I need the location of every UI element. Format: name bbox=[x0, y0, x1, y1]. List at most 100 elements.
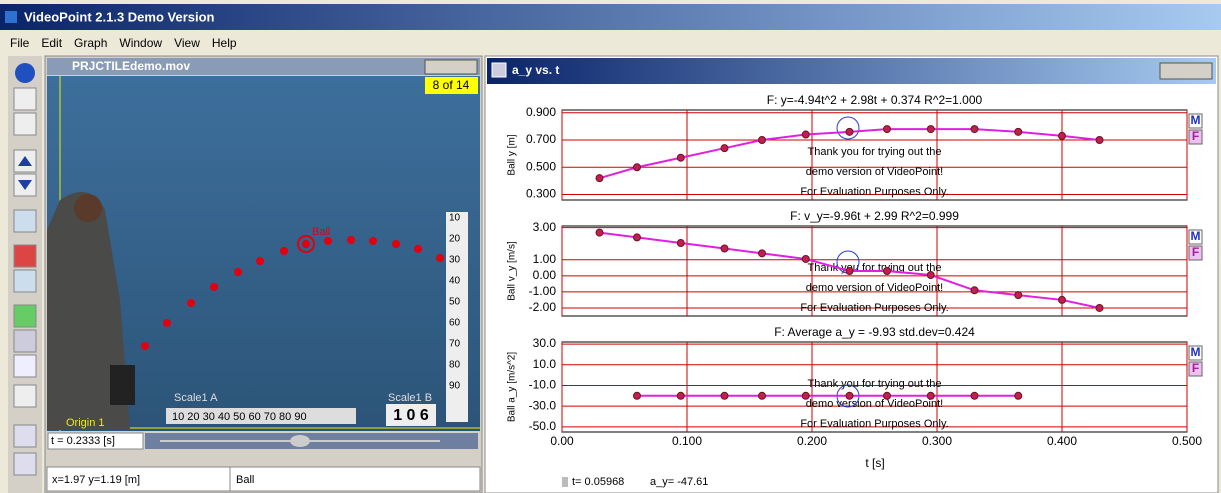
watermark: Thank you for trying out the bbox=[808, 146, 942, 158]
scale-label: 90 bbox=[449, 381, 461, 392]
graph-title-bar bbox=[487, 58, 1216, 84]
ball-dot bbox=[369, 237, 377, 245]
data-point[interactable] bbox=[677, 392, 684, 399]
y-axis-label: Ball v_y [m/s] bbox=[507, 241, 518, 301]
data-point[interactable] bbox=[596, 229, 603, 236]
data-point[interactable] bbox=[759, 250, 766, 257]
ball-dot bbox=[141, 342, 149, 350]
tool-button[interactable] bbox=[14, 88, 36, 110]
y-tick-label: 0.300 bbox=[526, 187, 556, 201]
tool-button[interactable] bbox=[14, 385, 36, 407]
data-point[interactable] bbox=[1096, 137, 1103, 144]
screen: VideoPoint 2.1.3 Demo Version FileEditGr… bbox=[0, 0, 1221, 493]
tool-button[interactable] bbox=[14, 425, 36, 447]
y-tick-label: 10.0 bbox=[533, 357, 557, 371]
y-tick-label: -1.00 bbox=[529, 284, 557, 298]
window-controls[interactable] bbox=[1160, 63, 1212, 79]
plot-button-label: F bbox=[1192, 245, 1199, 259]
tool-button[interactable] bbox=[15, 63, 35, 83]
window-controls[interactable] bbox=[425, 60, 477, 74]
data-point[interactable] bbox=[884, 268, 891, 275]
data-point[interactable] bbox=[634, 164, 641, 171]
plot-button-label: M bbox=[1191, 113, 1201, 127]
tool-button[interactable] bbox=[14, 245, 36, 267]
y-tick-label: 0.900 bbox=[526, 105, 556, 119]
data-point[interactable] bbox=[927, 272, 934, 279]
data-point[interactable] bbox=[971, 126, 978, 133]
data-point[interactable] bbox=[802, 131, 809, 138]
data-point[interactable] bbox=[721, 145, 728, 152]
tool-button[interactable] bbox=[14, 270, 36, 292]
watermark: For Evaluation Purposes Only. bbox=[800, 186, 948, 198]
data-point[interactable] bbox=[884, 126, 891, 133]
tool-button[interactable] bbox=[14, 453, 36, 475]
scale-label: 70 bbox=[449, 339, 461, 350]
watermark: demo version of VideoPoint! bbox=[806, 398, 943, 410]
ball-dot bbox=[163, 319, 171, 327]
data-point[interactable] bbox=[721, 245, 728, 252]
data-point[interactable] bbox=[596, 175, 603, 182]
data-point[interactable] bbox=[802, 392, 809, 399]
data-point[interactable] bbox=[634, 234, 641, 241]
fit-label: F: v_y=-9.96t + 2.99 R^2=0.999 bbox=[790, 209, 959, 223]
tool-button[interactable] bbox=[14, 113, 36, 135]
data-point[interactable] bbox=[846, 128, 853, 135]
data-point[interactable] bbox=[759, 137, 766, 144]
plot-button-label: F bbox=[1192, 129, 1199, 143]
scale-reading: 1 0 6 bbox=[393, 407, 429, 424]
menu-item[interactable]: Edit bbox=[41, 36, 62, 50]
data-point[interactable] bbox=[1015, 392, 1022, 399]
scale-a-label: Scale1 A bbox=[174, 392, 218, 404]
data-point[interactable] bbox=[1096, 304, 1103, 311]
y-axis-label: Ball a_y [m/s^2] bbox=[507, 352, 518, 422]
status-value: a_y= -47.61 bbox=[650, 476, 708, 488]
data-point[interactable] bbox=[721, 392, 728, 399]
menu-item[interactable]: Help bbox=[212, 36, 237, 50]
ball-dot bbox=[392, 240, 400, 248]
y-axis-label: Ball y [m] bbox=[507, 134, 518, 175]
status-position: x=1.97 y=1.19 [m] bbox=[52, 474, 140, 486]
data-point[interactable] bbox=[802, 255, 809, 262]
status-icon bbox=[562, 477, 568, 487]
menu-item[interactable]: View bbox=[174, 36, 200, 50]
watermark: Thank you for trying out the bbox=[808, 262, 942, 274]
data-point[interactable] bbox=[677, 154, 684, 161]
data-point[interactable] bbox=[677, 240, 684, 247]
fit-label: F: Average a_y = -9.93 std.dev=0.424 bbox=[774, 325, 975, 339]
tool-button[interactable] bbox=[14, 210, 36, 232]
menu-item[interactable]: File bbox=[10, 36, 30, 50]
status-object: Ball bbox=[236, 474, 254, 486]
data-point[interactable] bbox=[846, 392, 853, 399]
fit-label: F: y=-4.94t^2 + 2.98t + 0.374 R^2=1.000 bbox=[767, 93, 983, 107]
ball-dot bbox=[280, 247, 288, 255]
menu-item[interactable]: Window bbox=[119, 36, 162, 50]
data-point[interactable] bbox=[846, 268, 853, 275]
data-point[interactable] bbox=[634, 392, 641, 399]
data-point[interactable] bbox=[759, 392, 766, 399]
x-axis-label: t [s] bbox=[865, 456, 884, 470]
y-tick-label: -50.0 bbox=[529, 419, 557, 433]
data-point[interactable] bbox=[1015, 128, 1022, 135]
data-point[interactable] bbox=[884, 392, 891, 399]
data-point[interactable] bbox=[1059, 132, 1066, 139]
slider-thumb[interactable] bbox=[290, 435, 310, 447]
tool-button[interactable] bbox=[14, 330, 36, 352]
graph-icon bbox=[492, 63, 506, 77]
y-tick-label: 0.00 bbox=[533, 268, 557, 282]
tool-button[interactable] bbox=[14, 305, 36, 327]
ball-dot bbox=[414, 245, 422, 253]
ball-dot bbox=[187, 299, 195, 307]
data-point[interactable] bbox=[971, 392, 978, 399]
y-tick-label: 0.700 bbox=[526, 132, 556, 146]
data-point[interactable] bbox=[1015, 292, 1022, 299]
y-tick-label: 0.500 bbox=[526, 159, 556, 173]
data-point[interactable] bbox=[927, 126, 934, 133]
watermark: demo version of VideoPoint! bbox=[806, 282, 943, 294]
x-tick-label: 0.300 bbox=[922, 434, 952, 448]
menu-item[interactable]: Graph bbox=[74, 36, 107, 50]
x-tick-label: 0.500 bbox=[1172, 434, 1202, 448]
data-point[interactable] bbox=[1059, 296, 1066, 303]
tool-button[interactable] bbox=[14, 355, 36, 377]
data-point[interactable] bbox=[927, 392, 934, 399]
data-point[interactable] bbox=[971, 287, 978, 294]
